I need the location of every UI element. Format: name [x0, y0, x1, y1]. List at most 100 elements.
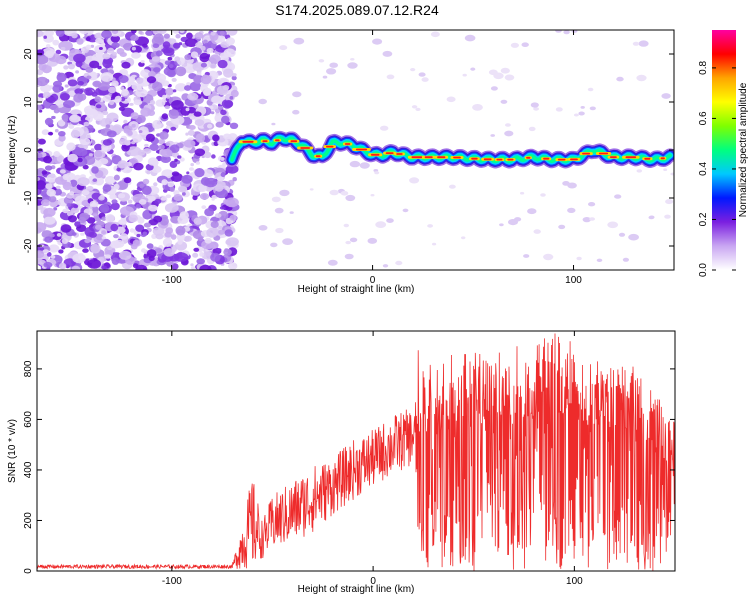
noise-speckle	[201, 205, 207, 210]
colorbar: 0.0 0.2 0.4 0.6 0.8 Normalized spectral ampl…	[698, 30, 749, 277]
noise-speckle	[37, 170, 42, 175]
noise-speckle	[589, 217, 595, 221]
noise-speckle	[558, 224, 566, 230]
noise-speckle	[37, 227, 42, 234]
noise-speckle	[220, 109, 227, 116]
noise-speckle	[192, 195, 198, 201]
noise-speckle	[664, 214, 671, 219]
snr-x-label: Height of straight line (km)	[298, 584, 415, 595]
noise-speckle	[148, 204, 158, 212]
noise-speckle	[142, 231, 148, 236]
noise-speckle	[193, 217, 202, 225]
noise-speckle	[167, 56, 173, 61]
noise-speckle	[45, 183, 53, 190]
noise-speckle	[80, 48, 85, 52]
noise-speckle	[94, 150, 103, 158]
noise-speckle	[195, 42, 203, 48]
noise-speckle	[211, 95, 223, 104]
noise-speckle	[521, 42, 529, 47]
noise-speckle	[162, 94, 168, 99]
noise-speckle	[38, 109, 43, 113]
noise-speckle	[194, 168, 205, 178]
noise-speckle	[92, 213, 98, 217]
noise-speckle	[90, 243, 101, 254]
noise-speckle	[632, 41, 640, 46]
noise-speckle	[189, 167, 194, 171]
noise-speckle	[229, 214, 237, 221]
noise-speckle	[89, 60, 100, 69]
noise-speckle	[49, 104, 59, 111]
noise-speckle	[42, 249, 49, 254]
noise-speckle	[102, 53, 111, 60]
noise-speckle	[41, 230, 53, 239]
noise-speckle	[121, 144, 130, 152]
spectrogram-y-label: Frequency (Hz)	[7, 116, 18, 185]
noise-speckle	[172, 30, 180, 34]
snr-axes: -100 0 100 0 200 400 600 800	[23, 331, 675, 587]
noise-speckle	[89, 200, 99, 208]
noise-speckle	[79, 137, 91, 146]
noise-speckle	[41, 129, 50, 136]
noise-speckle	[77, 177, 90, 187]
colorbar-tick-label: 0.2	[698, 212, 709, 226]
noise-speckle	[59, 169, 66, 174]
noise-speckle	[226, 37, 235, 46]
noise-speckle	[71, 232, 77, 236]
noise-speckle	[93, 74, 98, 78]
noise-speckle	[85, 66, 94, 73]
noise-speckle	[88, 153, 93, 157]
noise-speckle	[181, 174, 193, 184]
noise-speckle	[211, 197, 215, 201]
noise-speckle	[211, 154, 216, 159]
noise-speckle	[109, 240, 121, 249]
noise-speckle	[166, 69, 177, 78]
noise-speckle	[309, 188, 314, 191]
noise-speckle	[57, 119, 66, 127]
noise-speckle	[508, 219, 518, 226]
noise-speckle	[151, 56, 161, 62]
noise-speckle	[75, 60, 83, 68]
noise-speckle	[102, 94, 112, 102]
y-tick-label: 10	[23, 96, 34, 108]
noise-speckle	[62, 173, 70, 181]
noise-speckle	[192, 252, 199, 258]
noise-speckle	[218, 229, 226, 235]
noise-speckle	[60, 93, 70, 101]
noise-speckle	[40, 84, 52, 93]
noise-speckle	[154, 198, 162, 204]
noise-speckle	[271, 196, 281, 203]
noise-speckle	[61, 238, 69, 244]
noise-speckle	[118, 193, 126, 199]
noise-speckle	[203, 39, 208, 44]
noise-speckle	[279, 45, 288, 51]
noise-speckle	[618, 232, 626, 237]
noise-speckle	[344, 253, 354, 260]
noise-speckle	[135, 203, 141, 209]
noise-speckle	[638, 40, 649, 47]
noise-speckle	[178, 186, 188, 193]
noise-speckle	[345, 240, 352, 245]
noise-speckle	[43, 35, 47, 39]
noise-speckle	[68, 63, 75, 70]
noise-speckle	[155, 150, 160, 154]
noise-speckle	[411, 105, 418, 109]
noise-speckle	[216, 85, 229, 96]
noise-speckle	[270, 242, 278, 248]
noise-speckle	[56, 233, 62, 237]
noise-speckle	[123, 125, 133, 132]
noise-speckle	[187, 92, 199, 101]
noise-speckle	[95, 224, 102, 230]
noise-speckle	[219, 30, 225, 36]
noise-speckle	[204, 208, 215, 217]
noise-speckle	[63, 258, 76, 267]
noise-speckle	[44, 165, 53, 171]
noise-speckle	[215, 121, 224, 128]
noise-speckle	[37, 104, 43, 110]
noise-speckle	[194, 148, 206, 157]
noise-speckle	[153, 182, 158, 187]
noise-speckle	[76, 38, 84, 45]
noise-speckle	[85, 36, 91, 42]
noise-speckle	[614, 194, 622, 199]
noise-speckle	[37, 152, 43, 159]
y-tick-label: -10	[23, 190, 34, 205]
